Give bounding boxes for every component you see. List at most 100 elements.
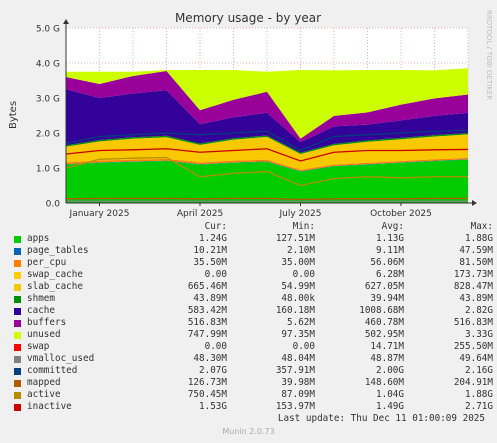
legend-swatch bbox=[14, 331, 21, 339]
legend-swatch bbox=[14, 271, 21, 279]
area-buffers bbox=[66, 71, 468, 143]
legend-name: active bbox=[27, 389, 61, 400]
legend-min: 54.99M bbox=[281, 281, 315, 292]
legend-avg: 39.94M bbox=[370, 293, 404, 304]
legend-max: 828.47M bbox=[453, 281, 493, 292]
legend-header-min: Min: bbox=[292, 221, 315, 232]
legend-min: 48.04M bbox=[281, 353, 315, 364]
legend-avg: 56.06M bbox=[370, 257, 404, 268]
legend-swatch bbox=[14, 355, 21, 363]
legend-cur: 747.99M bbox=[187, 329, 227, 340]
y-tick-label: 0.0 bbox=[46, 200, 61, 210]
legend-swatch bbox=[14, 247, 21, 255]
area-page-tables bbox=[66, 159, 468, 172]
last-update: Last update: Thu Dec 11 01:00:09 2025 bbox=[277, 413, 485, 424]
legend-max: 1.88G bbox=[465, 389, 493, 400]
legend-swatch bbox=[14, 283, 21, 291]
legend-min: 0.00 bbox=[292, 341, 315, 352]
legend-avg: 627.05M bbox=[364, 281, 404, 292]
legend-avg: 2.00G bbox=[376, 365, 404, 376]
legend-name: vmalloc_used bbox=[27, 353, 95, 364]
munin-version: Munin 2.0.73 bbox=[222, 427, 275, 436]
legend-name: swap bbox=[27, 341, 50, 352]
y-tick-label: 5.0 G bbox=[36, 25, 60, 35]
legend-swatch bbox=[14, 319, 21, 327]
x-tick-labels: January 2025 April 2025 July 2025 October 2… bbox=[69, 203, 432, 219]
rrdtool-watermark: RRDTOOL / TOBI OETIKER bbox=[485, 10, 493, 101]
legend-name: shmem bbox=[27, 293, 55, 304]
legend-min: 87.09M bbox=[281, 389, 315, 400]
legend-row-active: active 750.45M 87.09M 1.04G 1.88G bbox=[12, 389, 493, 401]
legend-swatch bbox=[14, 295, 21, 303]
legend-name: per_cpu bbox=[27, 257, 67, 268]
legend-avg: 1.13G bbox=[376, 233, 404, 244]
legend-name: mapped bbox=[27, 377, 61, 388]
legend-min: 48.00k bbox=[281, 293, 315, 304]
y-tick-label: 2.0 G bbox=[36, 130, 60, 140]
legend-row-mapped: mapped 126.73M 39.98M 148.60M 204.91M bbox=[12, 377, 493, 389]
legend-avg: 14.71M bbox=[370, 341, 404, 352]
legend-min: 127.51M bbox=[275, 233, 315, 244]
legend-min: 35.00M bbox=[281, 257, 315, 268]
legend-max: 81.50M bbox=[459, 257, 493, 268]
legend-avg: 1.49G bbox=[376, 401, 404, 412]
legend-row-vmalloc-used: vmalloc_used 48.30M 48.04M 48.87M 49.64M bbox=[12, 353, 493, 365]
legend-name: page_tables bbox=[27, 245, 89, 256]
area-per-cpu bbox=[66, 157, 468, 172]
legend-cur: 583.42M bbox=[187, 305, 227, 316]
legend-cur: 10.21M bbox=[193, 245, 227, 256]
legend-min: 0.00 bbox=[292, 269, 315, 280]
legend-name: apps bbox=[27, 233, 50, 244]
legend-cur: 665.46M bbox=[187, 281, 227, 292]
legend-name: slab_cache bbox=[27, 281, 83, 292]
line-inactive bbox=[65, 148, 469, 162]
legend-row-shmem: shmem 43.89M 48.00k 39.94M 43.89M bbox=[12, 293, 493, 305]
y-tick-label: 4.0 G bbox=[36, 60, 60, 70]
legend-name: cache bbox=[27, 305, 55, 316]
line-active bbox=[65, 156, 468, 187]
legend-cur: 1.53G bbox=[199, 401, 227, 412]
x-tick-label: January 2025 bbox=[69, 209, 130, 219]
area-slab-cache bbox=[66, 134, 468, 170]
legend-cur: 48.30M bbox=[193, 353, 227, 364]
legend-swatch bbox=[14, 259, 21, 267]
legend-max: 3.33G bbox=[465, 329, 493, 340]
legend-swatch bbox=[14, 235, 21, 243]
x-tick-label: July 2025 bbox=[279, 209, 322, 219]
legend-min: 39.98M bbox=[281, 377, 315, 388]
legend-row-swap-cache: swap_cache 0.00 0.00 6.28M 173.73M bbox=[12, 269, 493, 281]
legend-name: unused bbox=[27, 329, 61, 340]
legend-max: 1.88G bbox=[465, 233, 493, 244]
legend-name: swap_cache bbox=[27, 269, 83, 280]
legend-row-cache: cache 583.42M 160.18M 1008.68M 2.82G bbox=[12, 305, 493, 317]
legend-row-apps: apps 1.24G 127.51M 1.13G 1.88G bbox=[12, 233, 493, 245]
legend-cur: 0.00 bbox=[204, 269, 227, 280]
legend-avg: 6.28M bbox=[376, 269, 404, 280]
legend-max: 2.71G bbox=[465, 401, 493, 412]
legend-name: buffers bbox=[27, 317, 67, 328]
y-tick-label: 1.0 G bbox=[36, 165, 60, 175]
legend-cur: 0.00 bbox=[204, 341, 227, 352]
legend-cur: 43.89M bbox=[193, 293, 227, 304]
legend-header-max: Max: bbox=[470, 221, 493, 232]
legend-header-cur: Cur: bbox=[204, 221, 227, 232]
legend-avg: 502.95M bbox=[364, 329, 404, 340]
legend-swatch bbox=[14, 379, 21, 387]
legend-row-inactive: inactive 1.53G 153.97M 1.49G 2.71G bbox=[12, 401, 493, 413]
legend-row-unused: unused 747.99M 97.35M 502.95M 3.33G bbox=[12, 329, 493, 341]
legend-min: 357.91M bbox=[275, 365, 315, 376]
area-cache bbox=[66, 89, 468, 153]
legend-max: 2.16G bbox=[465, 365, 493, 376]
legend-cur: 516.83M bbox=[187, 317, 227, 328]
legend-min: 5.62M bbox=[287, 317, 315, 328]
y-axis-arrow bbox=[63, 19, 69, 24]
legend: Cur: Min: Avg: Max: apps 1.24G 127.51M 1.13… bbox=[12, 221, 493, 413]
legend-row-buffers: buffers 516.83M 5.62M 460.78M 516.83M bbox=[12, 317, 493, 329]
legend-avg: 1008.68M bbox=[359, 305, 404, 316]
axes bbox=[63, 19, 477, 206]
series-lines bbox=[65, 129, 469, 202]
legend-avg: 48.87M bbox=[370, 353, 404, 364]
legend-max: 2.82G bbox=[465, 305, 493, 316]
y-tick-labels: 0.0 1.0 G 2.0 G 3.0 G 4.0 G 5.0 G bbox=[36, 25, 60, 210]
legend-swatch bbox=[14, 403, 21, 411]
